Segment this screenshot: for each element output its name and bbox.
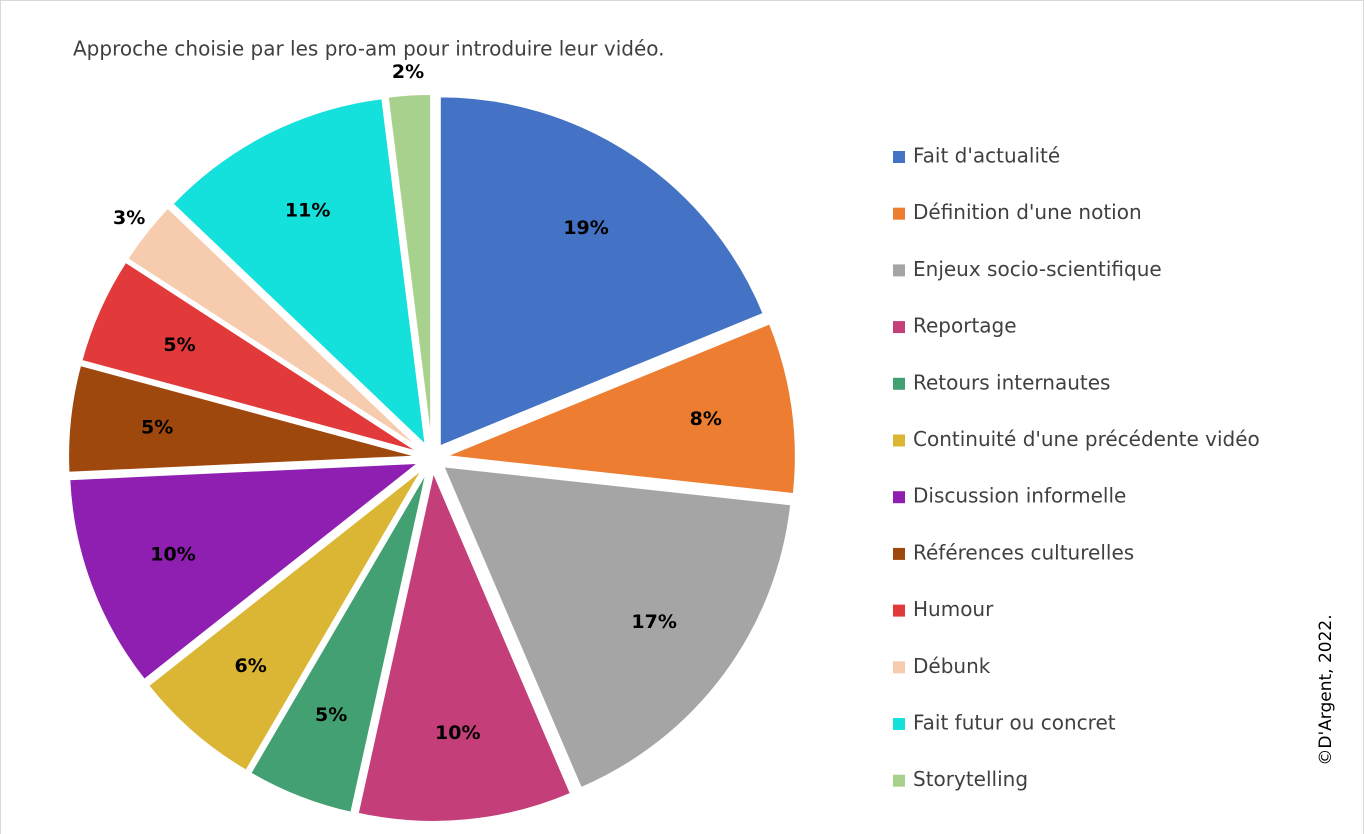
legend-swatch	[893, 547, 905, 560]
legend-label: Retours internautes	[913, 370, 1110, 394]
data-label: 5%	[141, 416, 173, 438]
data-label: 8%	[690, 408, 722, 430]
legend-label: Enjeux socio-scientifique	[913, 257, 1162, 281]
legend-swatch	[893, 434, 905, 447]
legend-swatch	[893, 321, 905, 334]
data-label: 10%	[150, 543, 195, 565]
legend-label: Storytelling	[913, 767, 1028, 791]
data-label: 19%	[563, 217, 608, 239]
pie-slice	[125, 206, 422, 451]
data-label: 10%	[435, 722, 480, 744]
pie-slice	[386, 93, 433, 445]
data-label: 3%	[113, 207, 145, 229]
legend-swatch	[893, 661, 905, 674]
legend-label: Discussion informelle	[913, 484, 1126, 508]
legend-swatch	[893, 604, 905, 617]
legend-label: Définition d'une notion	[913, 200, 1142, 224]
legend-label: Reportage	[913, 314, 1017, 338]
legend-label: Débunk	[913, 654, 991, 678]
copyright: ©D'Argent, 2022.	[1316, 614, 1336, 765]
legend-label: Fait futur ou concret	[913, 711, 1116, 735]
pie-slice	[438, 95, 765, 448]
data-label: 11%	[285, 200, 330, 222]
pie-slice	[248, 470, 428, 814]
data-label: 5%	[163, 334, 195, 356]
legend-swatch	[893, 491, 905, 504]
legend-swatch	[893, 151, 905, 163]
legend-swatch	[893, 264, 905, 277]
legend-label: Fait d'actualité	[913, 144, 1060, 168]
chart-title: Approche choisie par les pro-am pour int…	[73, 37, 665, 61]
data-label: 2%	[392, 61, 424, 83]
data-label: 5%	[315, 704, 347, 726]
pie-slice	[441, 465, 793, 790]
legend-swatch	[893, 377, 905, 390]
pie-slice	[68, 461, 422, 682]
data-label: 6%	[235, 655, 267, 677]
data-label: 17%	[631, 611, 676, 633]
pie-slice	[356, 468, 573, 823]
pie-slice	[171, 97, 428, 449]
legend-swatch	[893, 207, 905, 220]
pie-slice	[146, 467, 424, 773]
legend-label: Références culturelles	[913, 540, 1134, 564]
legend-swatch	[893, 774, 905, 787]
legend-label: Humour	[913, 597, 994, 621]
pie-slice	[67, 363, 419, 474]
legend-swatch	[893, 718, 905, 730]
pie-slice	[80, 260, 420, 454]
pie-slice	[445, 322, 797, 496]
legend-label: Continuité d'une précédente vidéo	[913, 427, 1260, 451]
